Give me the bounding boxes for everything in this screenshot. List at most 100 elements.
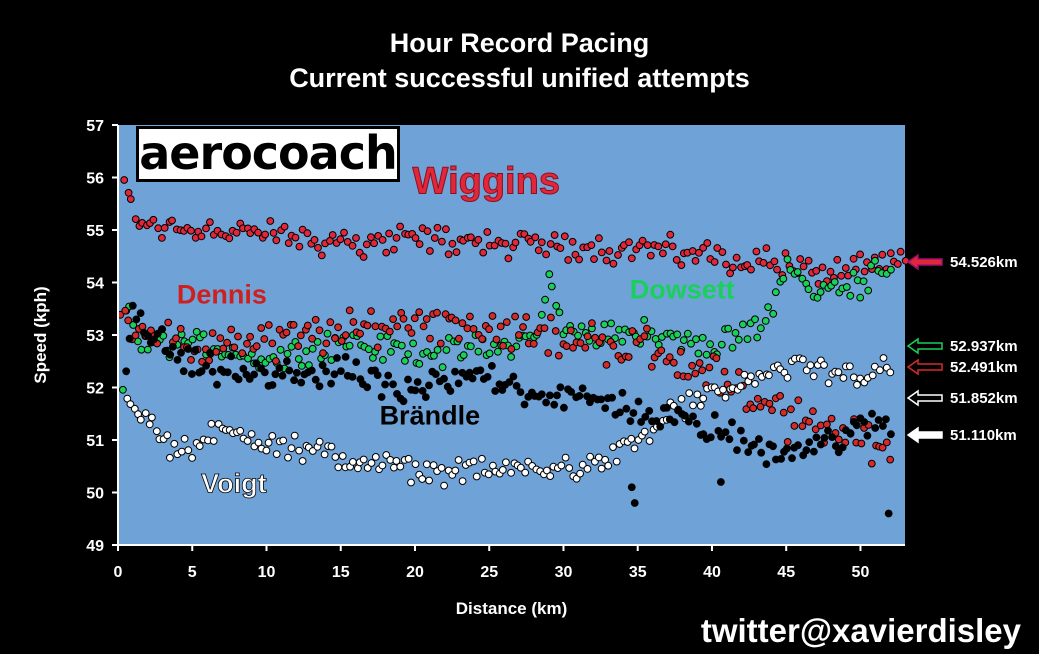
point-dowsett xyxy=(673,330,682,339)
point-voigt xyxy=(604,461,613,470)
point-dennis xyxy=(337,337,346,345)
point-dennis xyxy=(268,339,277,348)
point-wiggins xyxy=(695,248,703,257)
point-dennis xyxy=(540,324,549,333)
series-brändle xyxy=(122,301,895,469)
point-wiggins xyxy=(595,234,603,243)
x-tick-label: 50 xyxy=(852,564,870,581)
point-brändle xyxy=(637,418,645,426)
point-wiggins xyxy=(442,225,450,234)
point-wiggins xyxy=(120,176,129,184)
point-brändle xyxy=(846,429,855,438)
point-voigt xyxy=(327,442,336,451)
point-dennis xyxy=(657,346,666,355)
point-wiggins xyxy=(314,243,322,252)
point-voigt xyxy=(451,466,460,475)
point-dowsett xyxy=(724,324,733,333)
point-wiggins xyxy=(762,244,771,253)
point-wiggins xyxy=(587,241,596,250)
point-dowsett xyxy=(401,357,409,365)
point-wiggins xyxy=(860,267,869,276)
point-voigt xyxy=(516,463,525,472)
point-dowsett xyxy=(474,347,483,356)
point-wiggins xyxy=(849,254,858,263)
point-wiggins xyxy=(303,229,312,238)
point-wiggins xyxy=(149,215,158,224)
point-voigt xyxy=(170,439,179,448)
point-wiggins xyxy=(261,230,270,239)
point-dennis xyxy=(373,343,382,352)
point-dennis xyxy=(798,422,807,431)
point-wiggins xyxy=(444,250,453,259)
point-dowsett xyxy=(793,268,802,276)
point-dennis xyxy=(410,314,419,323)
point-wiggins xyxy=(225,234,234,243)
point-dowsett xyxy=(734,335,743,344)
point-dennis xyxy=(303,321,312,330)
point-voigt xyxy=(315,437,324,446)
point-voigt xyxy=(721,393,730,402)
point-wiggins xyxy=(773,265,781,274)
point-dennis xyxy=(466,312,474,321)
point-wiggins xyxy=(340,228,348,237)
point-brändle xyxy=(863,431,872,440)
point-voigt xyxy=(177,447,186,456)
point-voigt xyxy=(195,442,204,451)
point-brändle xyxy=(292,368,301,377)
point-dowsett xyxy=(119,385,127,394)
point-wiggins xyxy=(202,224,210,233)
point-wiggins xyxy=(732,253,741,262)
point-brändle xyxy=(834,448,843,457)
point-brändle xyxy=(227,352,236,361)
point-wiggins xyxy=(206,218,214,227)
point-wiggins xyxy=(336,235,345,244)
point-brändle xyxy=(684,417,693,426)
point-brändle xyxy=(268,381,277,389)
point-voigt xyxy=(484,470,493,479)
point-voigt xyxy=(783,373,792,382)
point-brändle xyxy=(887,430,895,439)
point-dennis xyxy=(809,407,817,416)
point-wiggins xyxy=(747,265,755,274)
point-dowsett xyxy=(192,327,201,336)
arrow-icon xyxy=(906,253,943,271)
point-dowsett xyxy=(769,309,778,318)
point-wiggins xyxy=(511,238,520,247)
point-brändle xyxy=(234,375,243,384)
point-voigt xyxy=(272,450,281,459)
point-dowsett xyxy=(871,256,879,265)
point-brändle xyxy=(389,380,397,389)
point-brändle xyxy=(871,424,880,432)
point-dennis xyxy=(345,306,354,315)
point-wiggins xyxy=(556,244,565,253)
point-voigt xyxy=(264,438,273,447)
point-dennis xyxy=(208,329,217,338)
point-dowsett xyxy=(323,329,332,338)
point-brändle xyxy=(725,435,734,444)
point-brändle xyxy=(311,375,320,384)
point-voigt xyxy=(565,464,574,472)
point-dennis xyxy=(522,313,531,321)
point-brändle xyxy=(208,367,217,376)
point-brändle xyxy=(783,444,791,453)
point-brändle xyxy=(505,378,514,386)
point-dennis xyxy=(507,345,516,353)
point-voigt xyxy=(765,371,773,380)
point-dennis xyxy=(544,349,553,357)
point-brändle xyxy=(188,370,196,378)
point-voigt xyxy=(382,451,391,459)
point-dennis xyxy=(640,332,649,341)
point-wiggins xyxy=(232,228,241,237)
point-voigt xyxy=(583,465,592,473)
point-voigt xyxy=(478,454,486,463)
point-dennis xyxy=(688,361,696,370)
point-wiggins xyxy=(534,246,543,255)
point-brändle xyxy=(451,367,459,376)
point-brändle xyxy=(290,376,299,385)
point-dowsett xyxy=(756,324,765,333)
final-distance-dowsett: 52.937km xyxy=(950,338,1018,355)
series-voigt xyxy=(123,354,895,490)
point-dennis xyxy=(485,325,494,334)
point-dennis xyxy=(311,315,320,324)
point-wiggins xyxy=(659,249,667,258)
